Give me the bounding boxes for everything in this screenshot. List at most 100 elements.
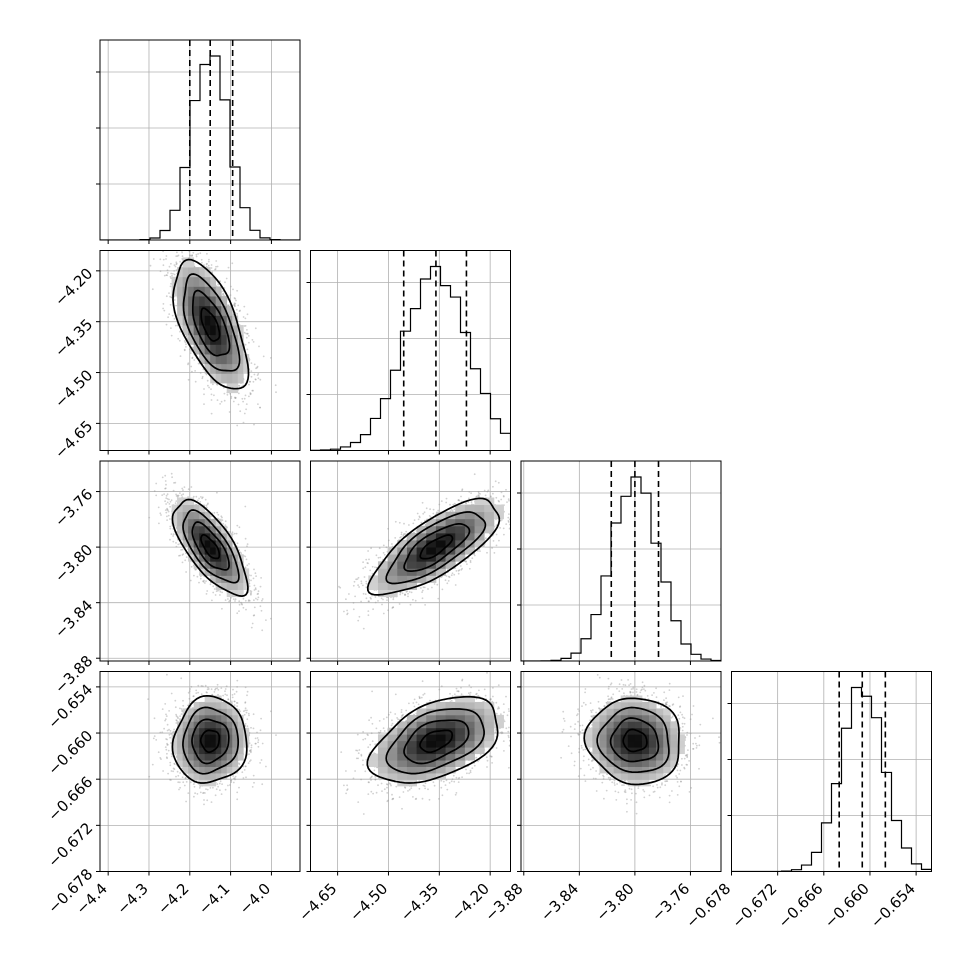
scatter-point (214, 268, 217, 270)
scatter-point (233, 304, 236, 307)
scatter-point (243, 325, 246, 327)
scatter-point (230, 596, 233, 599)
density-cell (237, 575, 244, 583)
scatter-point (175, 261, 178, 264)
scatter-point (248, 563, 250, 565)
contour-level-3 (171, 498, 249, 597)
density-cell (221, 354, 228, 365)
scatter-point (170, 334, 173, 337)
scatter-point (381, 603, 383, 606)
scatter-point (151, 288, 154, 291)
scatter-point (252, 341, 255, 343)
scatter-point (253, 584, 256, 587)
scatter-point (183, 349, 186, 352)
scatter-point (244, 537, 247, 540)
scatter-point (251, 339, 254, 341)
density-cell (171, 504, 178, 513)
scatter-point (163, 309, 166, 312)
scatter-point (265, 619, 267, 621)
scatter-point (166, 519, 169, 521)
density-cell (237, 373, 244, 384)
scatter-point (202, 580, 205, 583)
density-cell (182, 497, 189, 506)
scatter-point (165, 497, 168, 499)
scatter-point (205, 504, 208, 507)
scatter-point (234, 305, 236, 308)
density-cell (188, 296, 195, 307)
scatter-point (177, 254, 180, 257)
scatter-point (181, 554, 184, 556)
density-cell (188, 525, 195, 534)
density-cell (199, 547, 206, 555)
density-cell (188, 276, 195, 287)
scatter-point (170, 499, 173, 502)
scatter-point (244, 394, 247, 397)
scatter-point (172, 540, 175, 543)
scatter-point (192, 251, 195, 254)
density-cell (210, 547, 217, 555)
density-cell (171, 286, 178, 297)
scatter-point (162, 258, 165, 261)
scatter-point (167, 316, 170, 319)
scatter-point (229, 599, 231, 602)
scatter-point (171, 228, 173, 230)
scatter-point (223, 392, 226, 395)
scatter-point (207, 502, 209, 505)
scatter-point (235, 308, 238, 311)
scatter-point (181, 255, 184, 258)
scatter-point (239, 551, 242, 554)
scatter-point (227, 266, 230, 269)
scatter-point (374, 596, 377, 598)
density-cell (188, 540, 195, 548)
scatter-point (202, 580, 204, 583)
scatter-point (162, 264, 165, 267)
scatter-point (204, 498, 207, 501)
density-cell (182, 276, 189, 287)
scatter-point (404, 593, 407, 596)
density-cell (199, 344, 206, 355)
scatter-point (207, 260, 210, 263)
scatter-point (206, 590, 209, 592)
density-cell (177, 525, 184, 534)
scatter-point (380, 597, 383, 600)
contour-level-3 (172, 258, 250, 390)
scatter-point (208, 258, 210, 261)
scatter-point (207, 384, 209, 387)
scatter-point (253, 373, 256, 376)
scatter-point (192, 495, 195, 498)
density-cell (221, 540, 228, 548)
density-cell (188, 305, 195, 316)
scatter-point (257, 590, 260, 593)
scatter-point (252, 577, 255, 580)
scatter-point (175, 269, 178, 271)
scatter-point (167, 510, 170, 513)
scatter-point (241, 603, 244, 606)
scatter-point (238, 600, 241, 603)
scatter-point (224, 520, 227, 523)
scatter-point (169, 285, 172, 288)
scatter-point (260, 609, 263, 612)
scatter-point (422, 512, 425, 515)
scatter-point (245, 403, 248, 405)
scatter-point (181, 251, 184, 254)
scatter-point (245, 608, 247, 611)
scatter-point (153, 490, 156, 492)
scatter-point (164, 487, 167, 490)
scatter-point (166, 246, 168, 248)
scatter-point (246, 332, 249, 335)
scatter-point (253, 606, 256, 609)
scatter-point (244, 549, 247, 552)
density-cell (204, 363, 211, 374)
scatter-point (205, 373, 208, 376)
density-cell (221, 582, 228, 591)
scatter-point (165, 274, 168, 276)
scatter-point (370, 547, 372, 550)
scatter-point (221, 591, 224, 594)
scatter-point (230, 395, 233, 398)
scatter-point (210, 264, 213, 266)
density-cell (177, 267, 184, 278)
scatter-point (172, 272, 174, 275)
density-cell (226, 554, 233, 562)
density-cell (204, 554, 211, 562)
scatter-point (158, 522, 160, 525)
